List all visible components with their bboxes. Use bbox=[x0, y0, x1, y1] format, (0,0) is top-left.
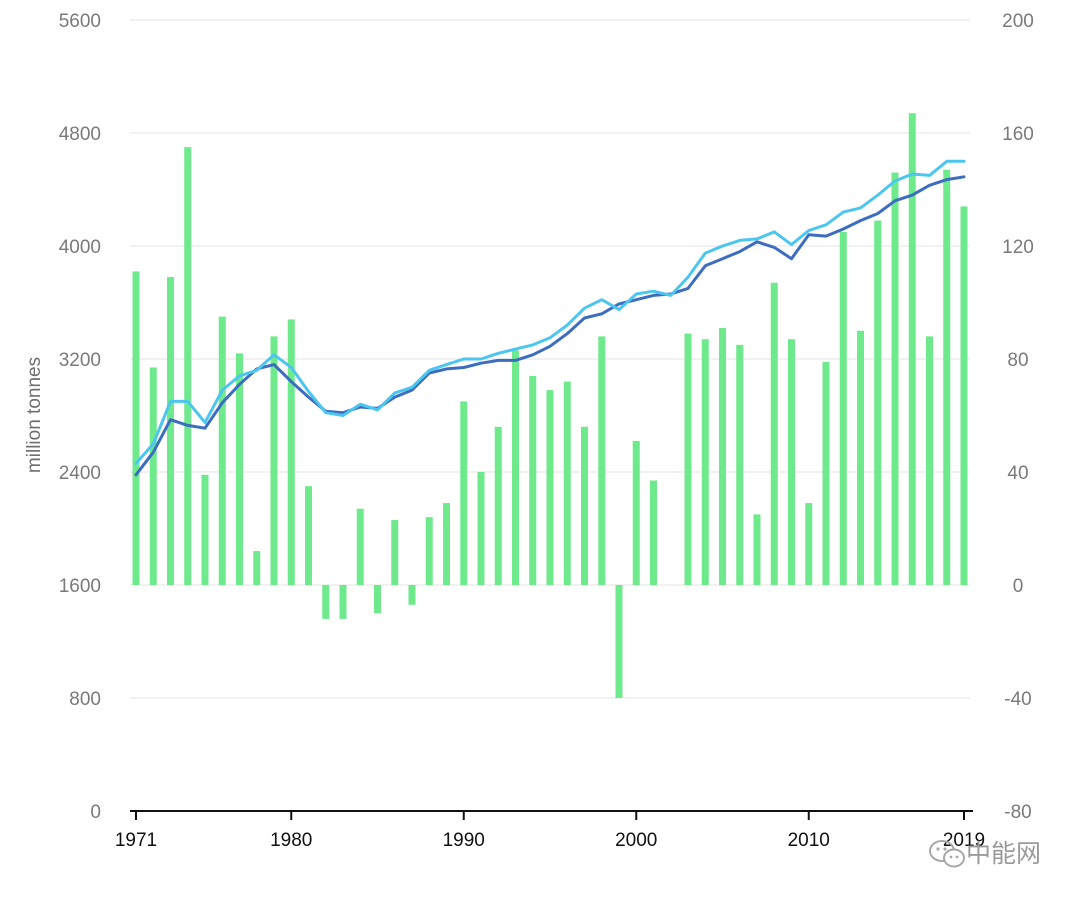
bar bbox=[598, 336, 606, 585]
bar bbox=[477, 472, 485, 585]
bar bbox=[253, 551, 261, 585]
bar bbox=[443, 503, 450, 585]
bar bbox=[149, 367, 157, 585]
x-tick-label: 1971 bbox=[115, 830, 157, 851]
bar bbox=[770, 282, 778, 585]
bar bbox=[874, 220, 882, 585]
bar bbox=[322, 585, 330, 619]
bar bbox=[356, 508, 364, 585]
bar bbox=[546, 390, 554, 585]
bar bbox=[960, 206, 968, 585]
bar bbox=[305, 486, 312, 585]
bar bbox=[943, 169, 951, 585]
bar bbox=[408, 585, 416, 605]
bar bbox=[132, 271, 140, 585]
bar bbox=[287, 319, 295, 585]
bar bbox=[805, 503, 813, 585]
lines-series bbox=[134, 159, 966, 477]
wechat-icon bbox=[929, 840, 965, 868]
bar bbox=[391, 520, 399, 585]
x-tick-label: 2010 bbox=[788, 830, 830, 851]
x-axis-ticks: 1971 1980 1990 2000 2010 2019 bbox=[115, 811, 985, 851]
bar bbox=[701, 339, 709, 585]
left-tick-label: 3200 bbox=[59, 350, 101, 371]
bar bbox=[563, 381, 571, 585]
left-axis-ticks: 0 800 1600 2400 3200 4000 4800 5600 bbox=[59, 11, 101, 823]
bar bbox=[425, 517, 433, 585]
bar bbox=[926, 336, 933, 585]
watermark: 中能网 bbox=[929, 840, 1041, 868]
left-tick-label: 4800 bbox=[59, 124, 101, 145]
right-tick-label: 80 bbox=[1007, 350, 1028, 371]
left-tick-label: 2400 bbox=[59, 463, 101, 484]
bar bbox=[201, 474, 209, 585]
bar bbox=[218, 316, 226, 585]
bar bbox=[339, 585, 347, 619]
line-series-2 bbox=[134, 159, 966, 465]
left-tick-label: 4000 bbox=[59, 237, 101, 258]
bar bbox=[494, 426, 502, 585]
bar bbox=[736, 344, 744, 585]
left-tick-label: 5600 bbox=[59, 11, 101, 32]
bar bbox=[753, 514, 761, 585]
bar bbox=[529, 375, 537, 585]
left-tick-label: 1600 bbox=[59, 576, 101, 597]
bar bbox=[512, 350, 519, 585]
line-series-1 bbox=[134, 175, 966, 477]
bar bbox=[236, 353, 243, 585]
bar bbox=[632, 440, 640, 585]
watermark-text: 中能网 bbox=[966, 840, 1041, 868]
right-tick-label: 200 bbox=[1002, 11, 1034, 32]
bar bbox=[719, 327, 726, 585]
bar bbox=[650, 480, 657, 585]
right-tick-label: 40 bbox=[1007, 463, 1028, 484]
bar bbox=[167, 277, 174, 585]
bar bbox=[615, 585, 623, 698]
y-axis-label: million tonnes bbox=[24, 357, 45, 473]
right-axis-ticks: -80 -40 0 40 80 120 160 200 bbox=[1002, 11, 1034, 823]
x-tick-label: 1990 bbox=[443, 830, 485, 851]
bar bbox=[908, 113, 916, 585]
bar bbox=[857, 330, 864, 585]
right-tick-label: 160 bbox=[1002, 124, 1034, 145]
x-tick-label: 2000 bbox=[615, 830, 657, 851]
x-tick-label: 1980 bbox=[270, 830, 312, 851]
bar bbox=[839, 231, 847, 585]
bar bbox=[788, 339, 795, 585]
right-tick-label: 120 bbox=[1002, 237, 1034, 258]
bar bbox=[374, 585, 381, 614]
left-tick-label: 800 bbox=[69, 689, 101, 710]
bar bbox=[822, 361, 830, 585]
bars-series bbox=[132, 113, 968, 698]
bar bbox=[684, 333, 692, 585]
left-tick-label: 0 bbox=[90, 802, 101, 823]
right-tick-label: 0 bbox=[1013, 576, 1024, 597]
bar bbox=[460, 401, 468, 585]
right-tick-label: -80 bbox=[1004, 802, 1031, 823]
bar bbox=[270, 336, 278, 585]
bar bbox=[581, 426, 588, 585]
bar bbox=[891, 172, 899, 586]
bar bbox=[184, 147, 192, 585]
right-tick-label: -40 bbox=[1004, 689, 1031, 710]
